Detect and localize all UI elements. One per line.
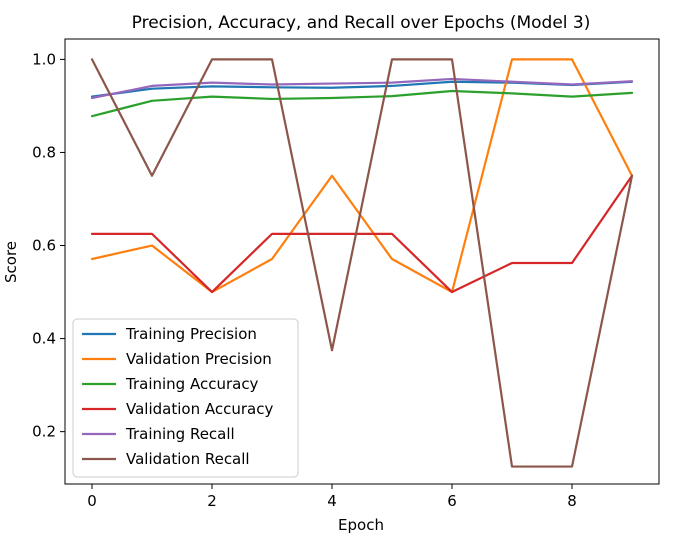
- y-axis: 0.2 0.4 0.6 0.8 1.0: [32, 50, 65, 441]
- legend-label: Training Precision: [125, 325, 257, 343]
- y-tick-label: 0.4: [32, 330, 56, 348]
- series-line-training-recall: [90, 77, 634, 100]
- x-tick-label: 8: [567, 492, 577, 510]
- legend-label: Validation Precision: [126, 350, 272, 368]
- x-axis-label: Epoch: [338, 516, 384, 534]
- plot-frame: [64, 38, 660, 485]
- series-line-validation-recall: [90, 58, 634, 468]
- y-tick-label: 1.0: [32, 50, 56, 68]
- chart-title: Precision, Accuracy, and Recall over Epo…: [132, 13, 591, 33]
- plot-area: [90, 58, 634, 468]
- legend-label: Validation Accuracy: [126, 400, 273, 418]
- legend-label: Training Accuracy: [125, 375, 259, 393]
- legend: Training Precision Validation Precision Tr…: [72, 318, 299, 478]
- x-axis: 0 2 4 6 8: [87, 484, 577, 510]
- legend-label: Training Recall: [125, 425, 235, 443]
- x-tick-label: 2: [207, 492, 217, 510]
- x-tick-label: 4: [327, 492, 337, 510]
- series-line-validation-accuracy: [90, 174, 634, 294]
- y-tick-label: 0.6: [32, 237, 56, 255]
- legend-label: Validation Recall: [126, 450, 250, 468]
- series-line-training-accuracy: [90, 89, 634, 118]
- y-tick-label: 0.8: [32, 143, 56, 161]
- y-axis-label: Score: [2, 241, 20, 283]
- x-tick-label: 6: [447, 492, 457, 510]
- y-tick-label: 0.2: [32, 423, 56, 441]
- legend-box: [72, 318, 299, 478]
- series-line-validation-precision: [90, 58, 634, 294]
- x-tick-label: 0: [87, 492, 97, 510]
